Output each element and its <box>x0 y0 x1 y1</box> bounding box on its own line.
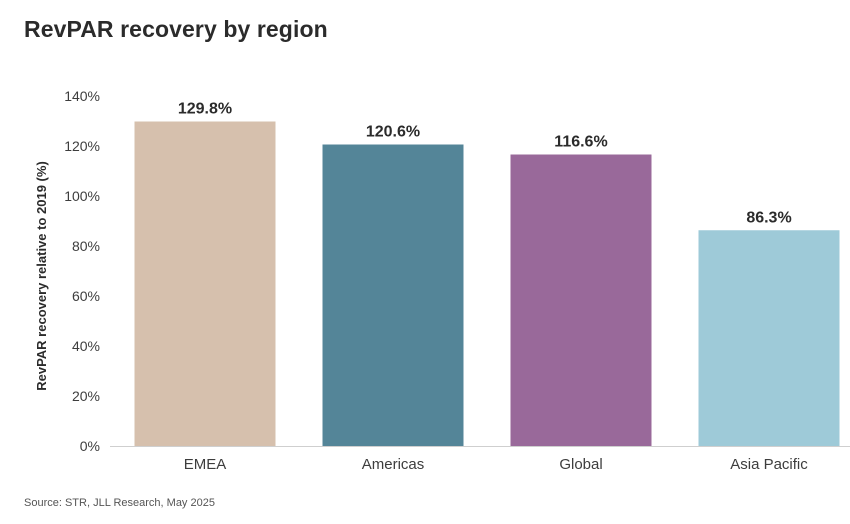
bar-americas <box>322 144 464 446</box>
data-label: 86.3% <box>746 209 791 226</box>
data-label: 120.6% <box>366 124 420 141</box>
y-tick-label: 80% <box>72 238 100 254</box>
chart-title: RevPAR recovery by region <box>24 16 328 42</box>
category-labels: EMEA Americas Global Asia Pacific <box>184 456 809 473</box>
y-tick-label: 20% <box>72 388 100 404</box>
y-tick-label: 140% <box>64 88 100 104</box>
y-tick-label: 40% <box>72 338 100 354</box>
bar-asia-pacific <box>698 230 840 446</box>
bars <box>134 121 840 446</box>
x-category-label: Global <box>559 456 602 473</box>
y-tick-label: 60% <box>72 288 100 304</box>
y-tick-label: 0% <box>80 438 100 454</box>
x-category-label: Americas <box>362 456 425 473</box>
data-label: 116.6% <box>554 134 607 151</box>
bar-emea <box>134 121 276 446</box>
y-axis-title: RevPAR recovery relative to 2019 (%) <box>34 161 49 391</box>
bar-chart: 0%20%40%60%80%100%120%140% 129.8%120.6%1… <box>34 88 850 473</box>
y-tick-label: 100% <box>64 188 100 204</box>
bar-global <box>510 154 652 446</box>
x-category-label: EMEA <box>184 456 227 473</box>
source-note: Source: STR, JLL Research, May 2025 <box>24 497 215 509</box>
y-tick-label: 120% <box>64 138 100 154</box>
y-axis-ticks: 0% 20% 40% 60% 80% 100% 120% 140% <box>64 88 100 454</box>
data-label: 129.8% <box>178 101 232 118</box>
data-labels: 129.8% 120.6% 116.6% 86.3% <box>178 101 792 227</box>
x-category-label: Asia Pacific <box>730 456 808 473</box>
